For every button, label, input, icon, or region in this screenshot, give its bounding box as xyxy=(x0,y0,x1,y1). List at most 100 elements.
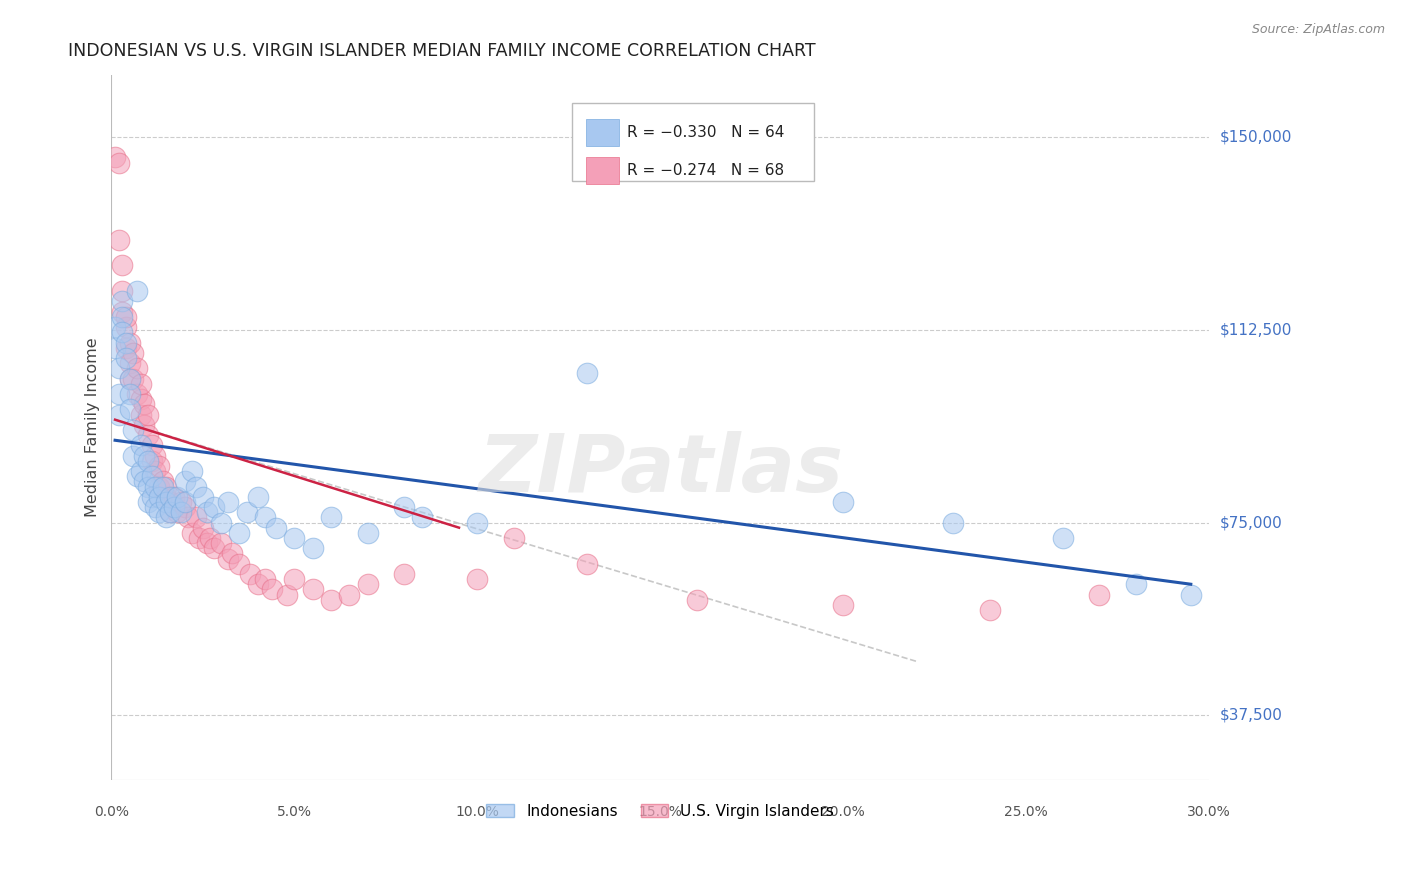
Point xyxy=(283,572,305,586)
Point xyxy=(104,341,127,355)
Point xyxy=(202,541,225,556)
Point xyxy=(143,479,166,493)
Point xyxy=(184,510,207,524)
Point xyxy=(576,557,599,571)
Point xyxy=(111,259,134,273)
Text: 0.0%: 0.0% xyxy=(94,805,129,819)
Point xyxy=(276,587,298,601)
Point xyxy=(141,490,163,504)
Point xyxy=(136,408,159,422)
Point xyxy=(129,392,152,406)
Point xyxy=(218,551,240,566)
Text: 25.0%: 25.0% xyxy=(1004,805,1047,819)
Point xyxy=(111,304,134,318)
Point xyxy=(136,495,159,509)
Point xyxy=(173,495,195,509)
Point xyxy=(141,454,163,468)
Point xyxy=(170,495,193,509)
Point xyxy=(107,387,129,401)
Point xyxy=(118,371,141,385)
Point xyxy=(337,587,360,601)
Point xyxy=(162,500,184,514)
Point xyxy=(166,490,188,504)
Text: $150,000: $150,000 xyxy=(1220,129,1292,145)
Point xyxy=(129,464,152,478)
Point xyxy=(218,495,240,509)
Point xyxy=(118,356,141,370)
Text: $75,000: $75,000 xyxy=(1220,515,1282,530)
Point xyxy=(254,572,277,586)
Point xyxy=(122,371,145,385)
FancyBboxPatch shape xyxy=(586,157,619,184)
Point xyxy=(111,326,134,340)
Point xyxy=(148,458,170,473)
Point xyxy=(188,531,211,545)
Point xyxy=(1125,577,1147,591)
Point xyxy=(125,387,148,401)
Point xyxy=(356,577,378,591)
Text: R = −0.274   N = 68: R = −0.274 N = 68 xyxy=(627,163,785,178)
Point xyxy=(143,500,166,514)
Point xyxy=(503,531,526,545)
Point xyxy=(195,536,218,550)
Point xyxy=(576,367,599,381)
Point xyxy=(115,341,138,355)
Point xyxy=(136,428,159,442)
Legend: Indonesians, U.S. Virgin Islanders: Indonesians, U.S. Virgin Islanders xyxy=(481,797,841,825)
Point xyxy=(1088,587,1111,601)
Point xyxy=(832,495,855,509)
Point xyxy=(111,284,134,298)
Point xyxy=(159,505,181,519)
Point xyxy=(122,423,145,437)
Point xyxy=(115,351,138,365)
Text: $37,500: $37,500 xyxy=(1220,708,1284,723)
Point xyxy=(107,155,129,169)
Point xyxy=(155,495,177,509)
Point xyxy=(152,479,174,493)
Point xyxy=(191,521,214,535)
Point xyxy=(195,505,218,519)
Point xyxy=(136,479,159,493)
Point xyxy=(411,510,433,524)
Text: 10.0%: 10.0% xyxy=(456,805,499,819)
Point xyxy=(155,510,177,524)
Text: 20.0%: 20.0% xyxy=(821,805,865,819)
Point xyxy=(148,505,170,519)
Point xyxy=(129,438,152,452)
Point xyxy=(155,479,177,493)
Point xyxy=(184,479,207,493)
Point xyxy=(152,475,174,489)
Point xyxy=(283,531,305,545)
Point xyxy=(202,500,225,514)
Text: R = −0.330   N = 64: R = −0.330 N = 64 xyxy=(627,125,785,140)
Point xyxy=(129,408,152,422)
Point xyxy=(104,151,127,165)
Y-axis label: Median Family Income: Median Family Income xyxy=(86,337,100,517)
Point xyxy=(155,490,177,504)
Point xyxy=(134,397,156,411)
Point xyxy=(125,361,148,376)
Point xyxy=(301,541,323,556)
Text: INDONESIAN VS U.S. VIRGIN ISLANDER MEDIAN FAMILY INCOME CORRELATION CHART: INDONESIAN VS U.S. VIRGIN ISLANDER MEDIA… xyxy=(67,42,815,60)
Point xyxy=(236,505,259,519)
Point xyxy=(118,402,141,417)
Point xyxy=(173,475,195,489)
Point xyxy=(262,582,284,597)
Point xyxy=(686,592,709,607)
Point xyxy=(392,500,415,514)
Text: 30.0%: 30.0% xyxy=(1187,805,1232,819)
Point xyxy=(319,510,342,524)
Point xyxy=(122,449,145,463)
Point xyxy=(254,510,277,524)
Point xyxy=(148,479,170,493)
Point xyxy=(246,490,269,504)
Point xyxy=(143,449,166,463)
Point xyxy=(209,516,232,530)
Point xyxy=(979,603,1001,617)
Point xyxy=(162,490,184,504)
Text: ZIPatlas: ZIPatlas xyxy=(478,431,842,508)
Point xyxy=(118,387,141,401)
Point xyxy=(136,454,159,468)
Point xyxy=(301,582,323,597)
Point xyxy=(173,500,195,514)
